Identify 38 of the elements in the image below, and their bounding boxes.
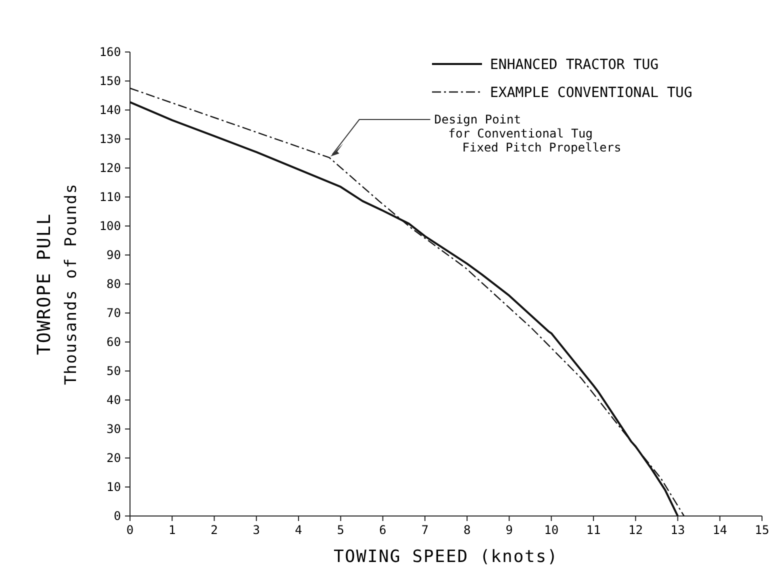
y-tick-label: 160 [99,45,121,59]
x-tick-label: 8 [463,523,471,537]
y-tick-label: 10 [106,480,121,494]
y-tick-label: 70 [106,306,121,320]
x-tick-label: 4 [294,523,302,537]
y-tick-label: 90 [106,248,121,262]
x-tick-label: 14 [712,523,728,537]
y-tick-label: 140 [99,103,121,117]
x-tick-label: 13 [670,523,685,537]
y-axis-title: TOWROPE PULL Thousands of Pounds [34,182,80,386]
y-tick-label: 110 [99,190,121,204]
y-tick-label: 150 [99,74,121,88]
y-tick-label: 50 [106,364,121,378]
x-axis-title: TOWING SPEED (knots) [334,547,558,567]
y-tick-label: 80 [106,277,121,291]
x-tick-label: 6 [379,523,386,537]
legend-label: ENHANCED TRACTOR TUG [490,57,659,73]
y-tick-label: 120 [99,161,121,175]
y-tick-label: 100 [99,219,121,233]
x-tick-label: 7 [421,523,429,537]
y-tick-label: 40 [106,393,121,407]
x-tick-label: 2 [210,523,218,537]
x-tick-label: 0 [126,523,134,537]
annotation: Design Point for Conventional Tug Fixed Pitch Propellers [434,112,622,155]
y-tick-label: 60 [106,335,121,349]
x-tick-label: 12 [628,523,643,537]
x-tick-label: 15 [754,523,770,537]
x-tick-label: 10 [544,523,559,537]
y-tick-label: 130 [99,132,121,146]
x-tick-label: 9 [506,523,513,537]
legend-label: EXAMPLE CONVENTIONAL TUG [490,85,692,101]
x-tick-label: 3 [252,523,260,537]
y-tick-label: 0 [114,509,121,523]
x-tick-label: 1 [168,523,176,537]
x-tick-label: 11 [586,523,601,537]
y-tick-label: 20 [106,451,121,465]
y-tick-label: 30 [106,422,121,436]
x-tick-label: 5 [337,523,344,537]
